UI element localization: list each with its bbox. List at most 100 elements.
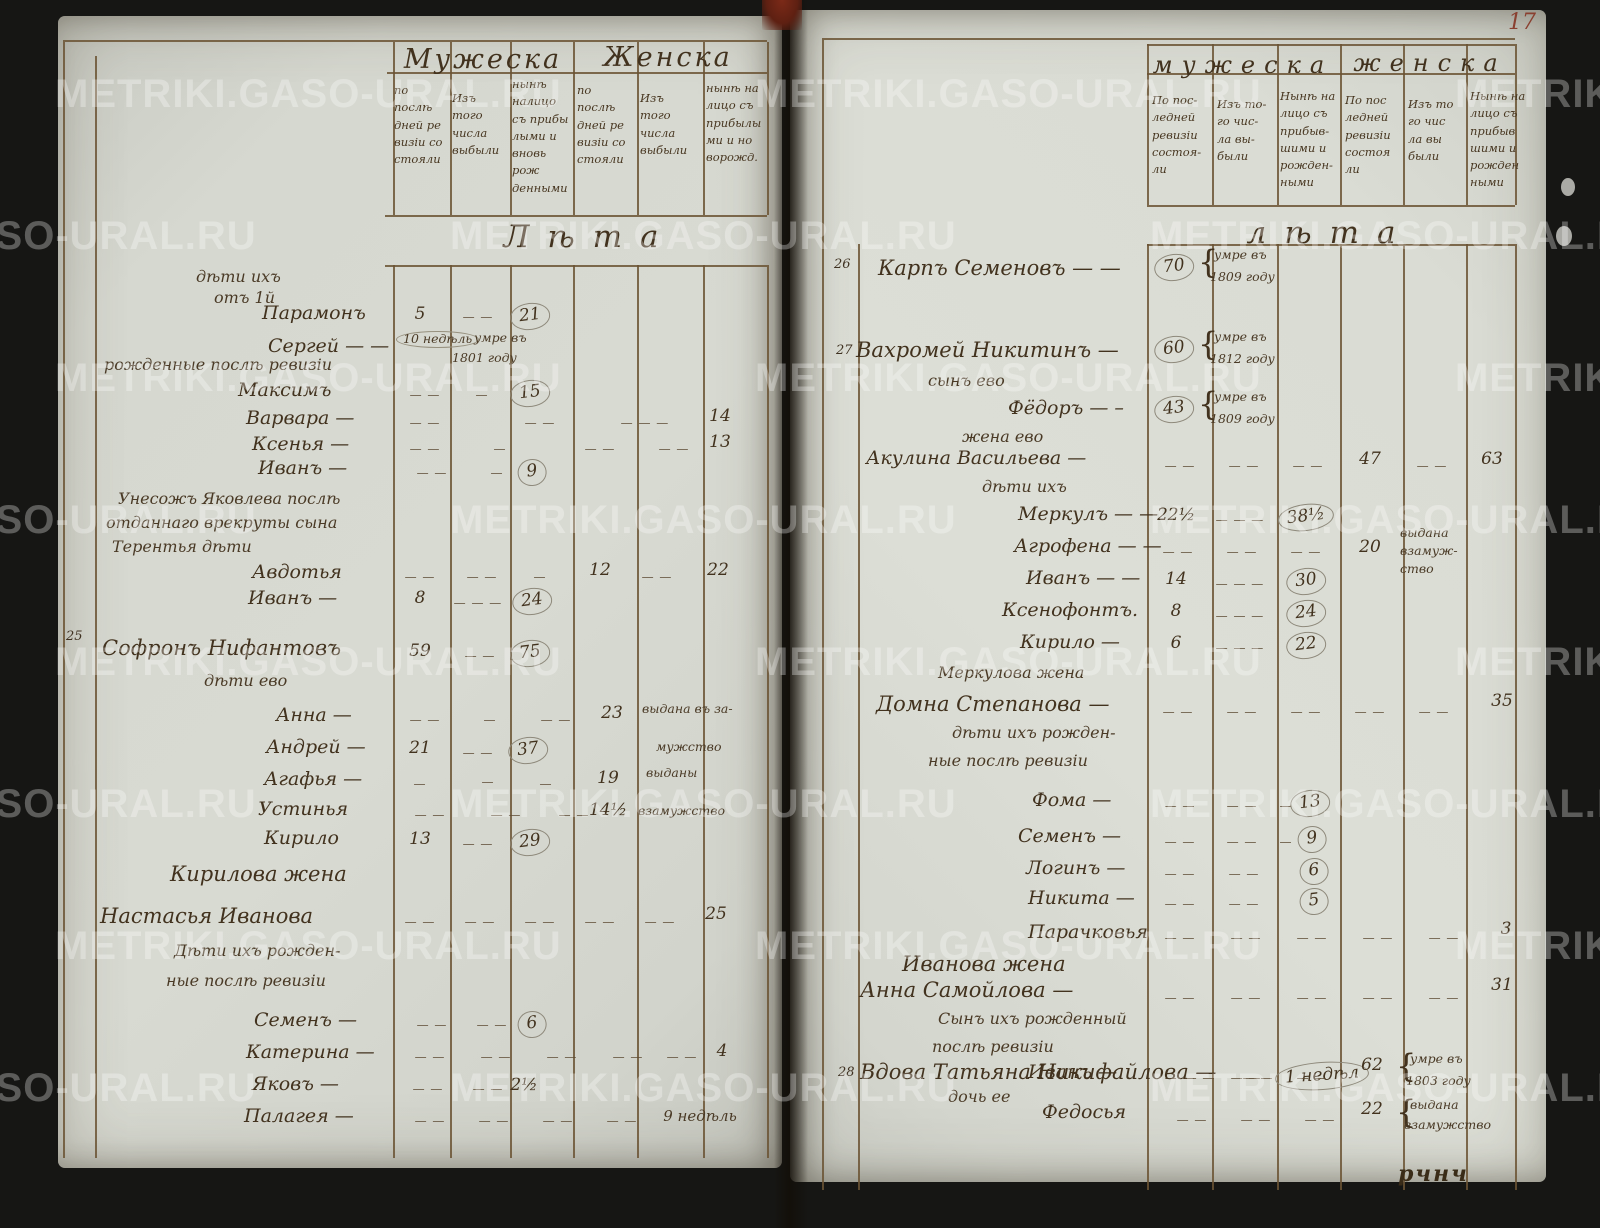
handwritten-text: 10 недѣль	[396, 331, 480, 349]
handwritten-text: — —	[1242, 1071, 1274, 1085]
handwritten-text: — —	[1296, 991, 1328, 1005]
table-rule	[63, 42, 65, 1158]
handwritten-text: — —	[1164, 931, 1196, 945]
handwritten-text: Домна Степанова —	[876, 692, 1110, 716]
handwritten-text: 13	[709, 432, 731, 452]
handwritten-text: — —	[1226, 545, 1258, 559]
handwritten-text: 6	[1170, 633, 1182, 653]
entry-number: 28	[838, 1065, 855, 1080]
table-rule	[573, 265, 575, 1158]
table-rule	[767, 265, 769, 1158]
handwritten-text: 12	[589, 560, 611, 580]
handwritten-text: — —	[409, 713, 441, 727]
table-rule	[1515, 44, 1517, 205]
column-group-male: Мужеска	[403, 44, 563, 75]
table-rule	[1212, 244, 1214, 1190]
column-header: Нынѣ на лицо съ прибыв шими и рожден ным…	[1470, 89, 1526, 190]
handwritten-text: — —	[542, 1114, 574, 1128]
handwritten-text: — —	[480, 1050, 512, 1064]
table-rule	[767, 42, 769, 215]
table-rule	[450, 265, 452, 1158]
handwritten-text: 14	[1165, 569, 1187, 589]
table-rule	[1277, 244, 1279, 1190]
handwritten-text: — —	[1164, 897, 1196, 911]
handwritten-text: послѣ ревизіи	[932, 1037, 1054, 1056]
table-rule	[1147, 244, 1149, 1190]
handwritten-text: рожденные послѣ ревизіи	[104, 355, 333, 374]
table-rule	[703, 42, 705, 215]
handwritten-text: — —	[1228, 459, 1260, 473]
entry-number: 27	[836, 343, 853, 358]
column-group-female: женска	[1353, 49, 1507, 77]
handwritten-text: — —	[1164, 991, 1196, 1005]
handwritten-text: Вахромей Никитинъ —	[856, 338, 1119, 362]
handwritten-text: — —	[464, 649, 496, 663]
handwritten-text: Максимъ	[238, 379, 332, 401]
handwritten-text: — — —	[453, 596, 503, 610]
handwritten-text: 63	[1481, 449, 1503, 469]
column-header: по послѣ дней ре визіи со стояли	[394, 83, 443, 166]
handwritten-text: — —	[641, 570, 673, 584]
table-rule	[822, 40, 824, 1190]
right-page	[790, 10, 1546, 1182]
handwritten-text: —	[413, 777, 427, 791]
column-header: Изъ то- го чис- ла вы- были	[1217, 97, 1267, 163]
handwritten-text: Сынъ ихъ рожденный	[938, 1009, 1127, 1028]
handwritten-text: Семенъ —	[1018, 825, 1121, 847]
handwritten-text: Агафья —	[264, 768, 363, 790]
years-band-label: Лѣта	[503, 219, 677, 255]
handwritten-text: Дѣти ихъ рожден-	[174, 941, 341, 960]
handwritten-text: — —	[1176, 1113, 1208, 1127]
table-rule	[1212, 44, 1214, 205]
handwritten-text: — — —	[1215, 641, 1265, 655]
handwritten-text: — —	[606, 1114, 638, 1128]
handwritten-text: — —	[404, 570, 436, 584]
handwritten-text: —	[1279, 835, 1293, 849]
handwritten-text: — —	[404, 915, 436, 929]
column-header: Изъ того числа выбыли	[452, 91, 500, 157]
handwritten-text: — —	[1230, 991, 1262, 1005]
handwritten-text: — —	[1296, 931, 1328, 945]
handwritten-text: —	[490, 466, 504, 480]
column-group-male: мужеска	[1152, 51, 1334, 79]
handwritten-text: Софронъ Нифантовъ	[102, 636, 342, 660]
handwritten-text: — —	[1228, 897, 1260, 911]
handwritten-text: — —	[1164, 867, 1196, 881]
handwritten-text: —	[539, 777, 553, 791]
handwritten-text: —	[483, 713, 497, 727]
handwritten-text: — —	[1164, 835, 1196, 849]
handwritten-text: — —	[524, 416, 556, 430]
handwritten-text: 1801 году	[452, 350, 517, 365]
handwritten-text: — —	[1226, 835, 1258, 849]
handwritten-text: — —	[1164, 799, 1196, 813]
handwritten-text: 14½	[588, 800, 628, 820]
handwritten-text: Терентья дѣти	[112, 537, 252, 556]
handwritten-text: 35	[1491, 691, 1513, 711]
handwritten-text: {	[1198, 325, 1219, 363]
handwritten-text: — —	[658, 442, 690, 456]
handwritten-text: — —	[1184, 1071, 1216, 1085]
handwritten-text: Меркулова жена	[938, 663, 1085, 682]
handwritten-text: 1809 году	[1210, 269, 1275, 284]
table-rule	[1147, 244, 1515, 246]
handwritten-text: Агрофена — —	[1014, 535, 1162, 557]
handwritten-text: — —	[1226, 799, 1258, 813]
handwritten-text: дѣти ево	[204, 671, 288, 690]
handwritten-text: —	[475, 388, 489, 402]
handwritten-text: ные послѣ ревизіи	[166, 971, 326, 990]
handwritten-text: 19	[597, 768, 619, 788]
handwritten-text: — —	[1296, 1071, 1328, 1085]
handwritten-text: —	[533, 570, 547, 584]
handwritten-text: — —	[464, 915, 496, 929]
handwritten-text: — —	[1362, 931, 1394, 945]
column-header: По пос- ледней ревизіи состоя- ли	[1152, 93, 1202, 176]
handwritten-text: — —	[546, 1050, 578, 1064]
handwritten-text: 31	[1491, 975, 1513, 995]
handwritten-text: {	[1198, 243, 1219, 281]
handwritten-text: — —	[462, 837, 494, 851]
table-rule	[1515, 244, 1517, 1190]
table-rule	[1466, 244, 1468, 1190]
handwritten-text: 47	[1359, 449, 1381, 469]
handwritten-text: — —	[490, 808, 522, 822]
table-rule	[1147, 44, 1515, 46]
